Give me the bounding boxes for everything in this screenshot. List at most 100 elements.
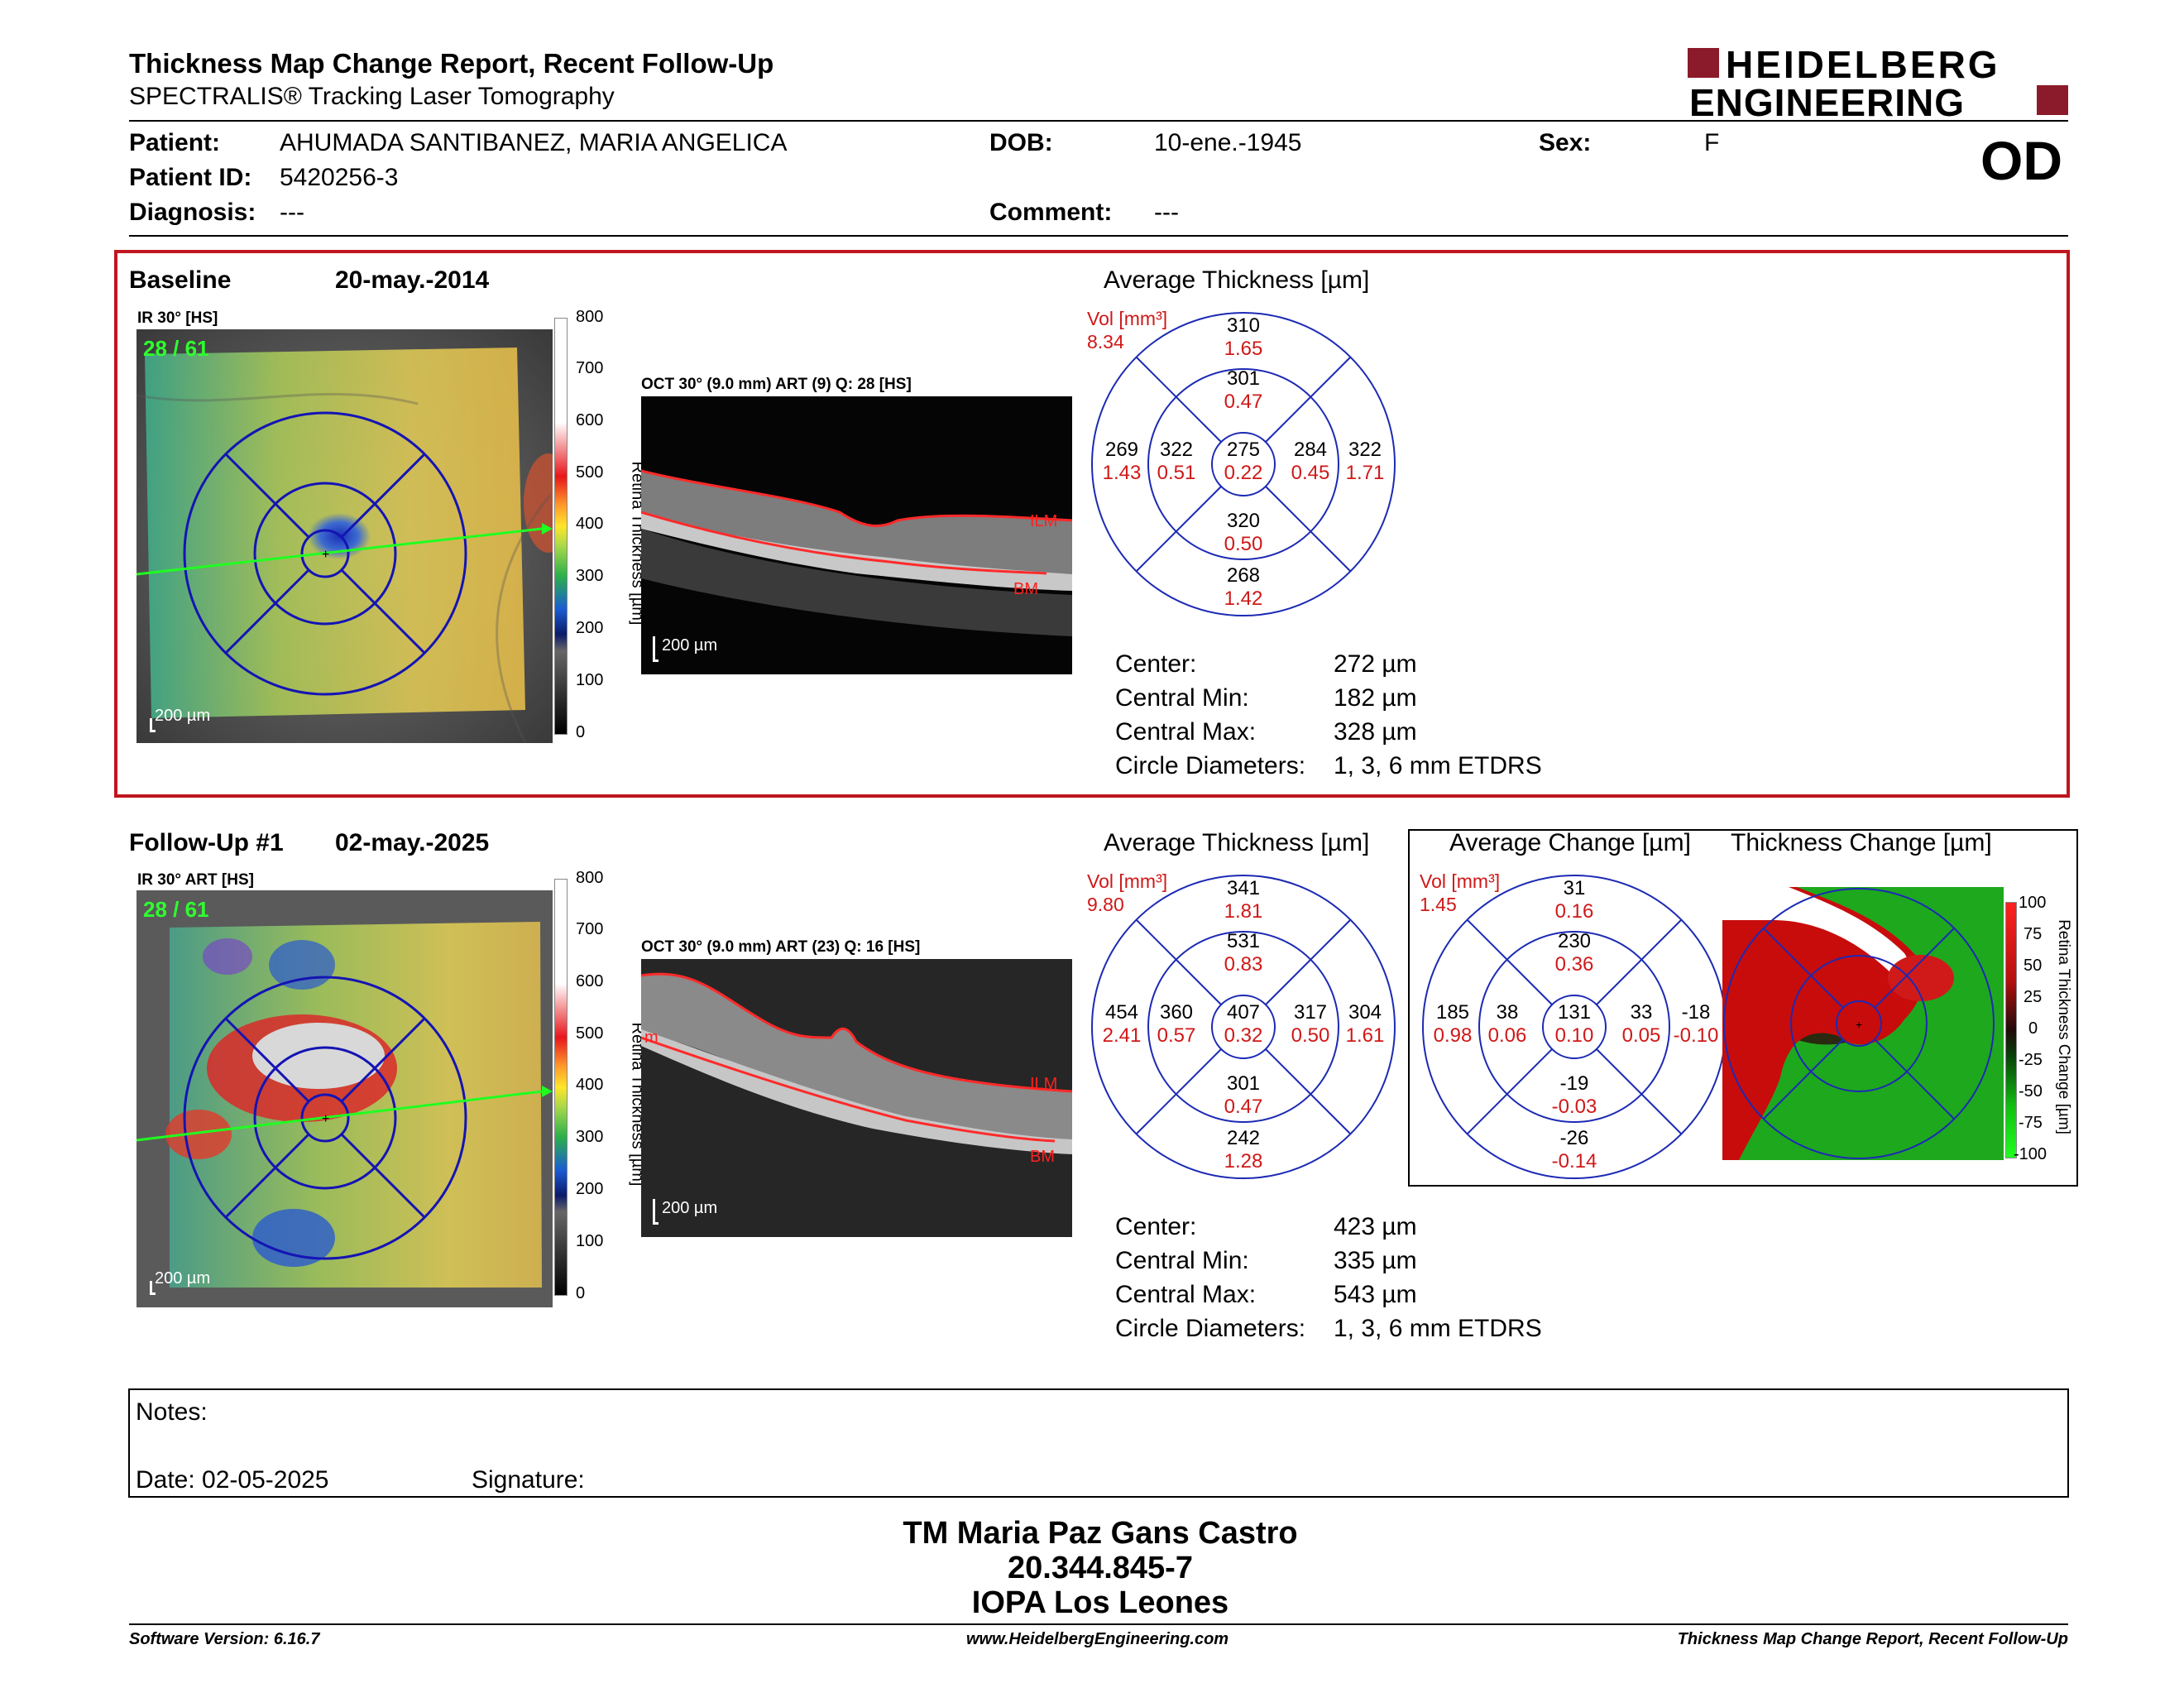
patient-id-value: 5420256-3 — [280, 164, 399, 191]
change-tick: 0 — [2028, 1019, 2038, 1038]
cyst-region — [252, 1023, 385, 1089]
etdrs-outer-inferior-thickness: 268 — [1226, 564, 1261, 587]
signer-name: TM Maria Paz Gans Castro — [903, 1516, 1298, 1551]
etdrs-outer-inferior-thickness: 242 — [1226, 1127, 1261, 1149]
stat-value: 328 µm — [1334, 718, 1417, 746]
colorbar-tick: 200 — [576, 619, 604, 637]
change-inner-nasal-thickness: 33 — [1630, 1001, 1653, 1024]
thickness-change-bar-title: Retina Thickness Change [µm] — [2055, 919, 2072, 1134]
sex-value: F — [1704, 129, 1720, 156]
followup-thickness-map: + 28 / 61 200 µm — [136, 890, 553, 1307]
colorbar-tick: 500 — [576, 463, 604, 482]
etdrs-outer-superior-thickness: 341 — [1226, 877, 1261, 899]
thin-region — [252, 1209, 335, 1267]
stat-label: Center: — [1115, 1213, 1197, 1240]
etdrs-inner-inferior-thickness: 301 — [1226, 1072, 1261, 1095]
etdrs-inner-nasal-thickness: 317 — [1293, 1001, 1328, 1024]
report-title: Thickness Map Change Report, Recent Foll… — [129, 48, 774, 79]
colorbar-tick: 300 — [576, 567, 604, 585]
ilm-label: ILM — [1030, 1075, 1058, 1093]
change-etdrs-grid: 131 0.10 230 0.36 -19 -0.03 38 0.06 33 0… — [1421, 874, 1727, 1180]
baseline-etdrs-grid: 275 0.22 301 0.47 320 0.50 322 0.51 284 … — [1090, 311, 1396, 617]
etdrs-center-thickness: 407 — [1226, 1001, 1261, 1024]
footer-url[interactable]: www.HeidelbergEngineering.com — [966, 1630, 1229, 1648]
change-outer-nasal-thickness: -18 — [1681, 1001, 1711, 1024]
logo-line1: HEIDELBERG — [1726, 43, 2000, 86]
followup-date: 02-may.-2025 — [335, 829, 490, 856]
change-center-volume: 0.10 — [1554, 1024, 1594, 1047]
etdrs-outer-nasal-thickness: 322 — [1348, 439, 1382, 461]
signer-org: IOPA Los Leones — [971, 1585, 1229, 1620]
change-outer-inferior-thickness: -26 — [1559, 1127, 1589, 1149]
baseline-frame — [114, 250, 2070, 798]
colorbar-tick: 300 — [576, 1128, 604, 1146]
etdrs-outer-temporal-volume: 2.41 — [1102, 1024, 1142, 1047]
etdrs-outer-temporal-thickness: 269 — [1104, 439, 1139, 461]
etdrs-inner-inferior-volume: 0.47 — [1224, 1096, 1263, 1118]
etdrs-inner-temporal-thickness: 322 — [1159, 439, 1194, 461]
thin-region — [203, 938, 252, 975]
heidelberg-logo: HEIDELBERG ENGINEERING — [1688, 43, 2068, 124]
etdrs-center-volume: 0.32 — [1224, 1024, 1263, 1047]
ir-frame-count: 28 / 61 — [143, 336, 209, 361]
svg-text:+: + — [1856, 1018, 1862, 1031]
oct-scale-label: 200 µm — [662, 636, 718, 655]
ir-scale-label: 200 µm — [155, 707, 211, 725]
thickness-change-title: Thickness Change [µm] — [1731, 829, 1992, 856]
baseline-thickness-map: + 28 / 61 200 µm — [136, 329, 553, 743]
colorbar-tick: 500 — [576, 1024, 604, 1043]
change-tick: 100 — [2019, 894, 2047, 912]
change-inner-superior-thickness: 230 — [1557, 930, 1592, 952]
etdrs-grid-overlay: + — [136, 411, 553, 696]
etdrs-outer-nasal-volume: 1.71 — [1345, 462, 1385, 484]
vessel — [136, 392, 419, 405]
svg-text:+: + — [322, 1112, 329, 1126]
retina-layer — [641, 471, 1072, 587]
stat-value: 335 µm — [1334, 1247, 1417, 1274]
etdrs-outer-temporal-volume: 1.43 — [1102, 462, 1142, 484]
ir-scale-bar — [150, 718, 156, 732]
bm-label: BM — [1030, 1148, 1055, 1166]
ilm-line — [641, 469, 1072, 528]
colorbar-tick: 0 — [576, 723, 586, 741]
change-vol-label: Vol [mm³] — [1420, 870, 1501, 892]
ilm-left-label: m — [644, 1029, 659, 1047]
change-tick: 50 — [2024, 957, 2043, 975]
change-tick: -75 — [2019, 1114, 2043, 1132]
colorbar-tick: 0 — [576, 1284, 586, 1302]
followup-etdrs-grid: 407 0.32 531 0.83 301 0.47 360 0.57 317 … — [1090, 874, 1396, 1180]
baseline-vol-label: Vol [mm³] — [1087, 308, 1168, 329]
followup-ir-title: IR 30° ART [HS] — [137, 871, 254, 889]
change-vol-value: 1.45 — [1420, 894, 1457, 915]
change-inner-temporal-volume: 0.06 — [1487, 1024, 1527, 1047]
ir-frame-count: 28 / 61 — [143, 897, 209, 922]
footer-divider — [129, 1623, 2068, 1625]
notes-box[interactable] — [128, 1388, 2069, 1498]
colorbar-tick: 100 — [576, 671, 604, 689]
etdrs-inner-nasal-volume: 0.45 — [1291, 462, 1330, 484]
followup-vol-value: 9.80 — [1087, 894, 1124, 915]
etdrs-inner-superior-thickness: 531 — [1226, 930, 1261, 952]
change-title: Average Change [µm] — [1449, 829, 1691, 856]
ir-scale-bar — [150, 1281, 156, 1295]
comment-value: --- — [1154, 199, 1179, 226]
stat-value: 1, 3, 6 mm ETDRS — [1334, 1315, 1542, 1342]
baseline-avg-title: Average Thickness [µm] — [1104, 266, 1370, 294]
colorbar-tick: 600 — [576, 972, 604, 990]
rpe-band — [641, 512, 1072, 591]
change-region-red — [1888, 955, 1954, 1001]
change-outer-temporal-thickness: 185 — [1435, 1001, 1470, 1024]
change-inner-nasal-volume: 0.05 — [1621, 1024, 1661, 1047]
etdrs-grid-overlay: + — [136, 976, 553, 1260]
change-panel-frame — [1408, 829, 2078, 1187]
etdrs-inner-superior-volume: 0.83 — [1224, 953, 1263, 976]
etdrs-outer-nasal-thickness: 304 — [1348, 1001, 1382, 1024]
signature-label: Signature: — [472, 1466, 585, 1494]
colorbar-tick: 700 — [576, 359, 604, 377]
stat-label: Central Max: — [1115, 718, 1257, 746]
change-region-white — [1722, 887, 1909, 978]
etdrs-inner-superior-thickness: 301 — [1226, 367, 1261, 390]
baseline-oct-title: OCT 30° (9.0 mm) ART (9) Q: 28 [HS] — [641, 376, 912, 393]
ir-scale-label: 200 µm — [155, 1269, 211, 1288]
followup-vol-label: Vol [mm³] — [1087, 870, 1168, 892]
